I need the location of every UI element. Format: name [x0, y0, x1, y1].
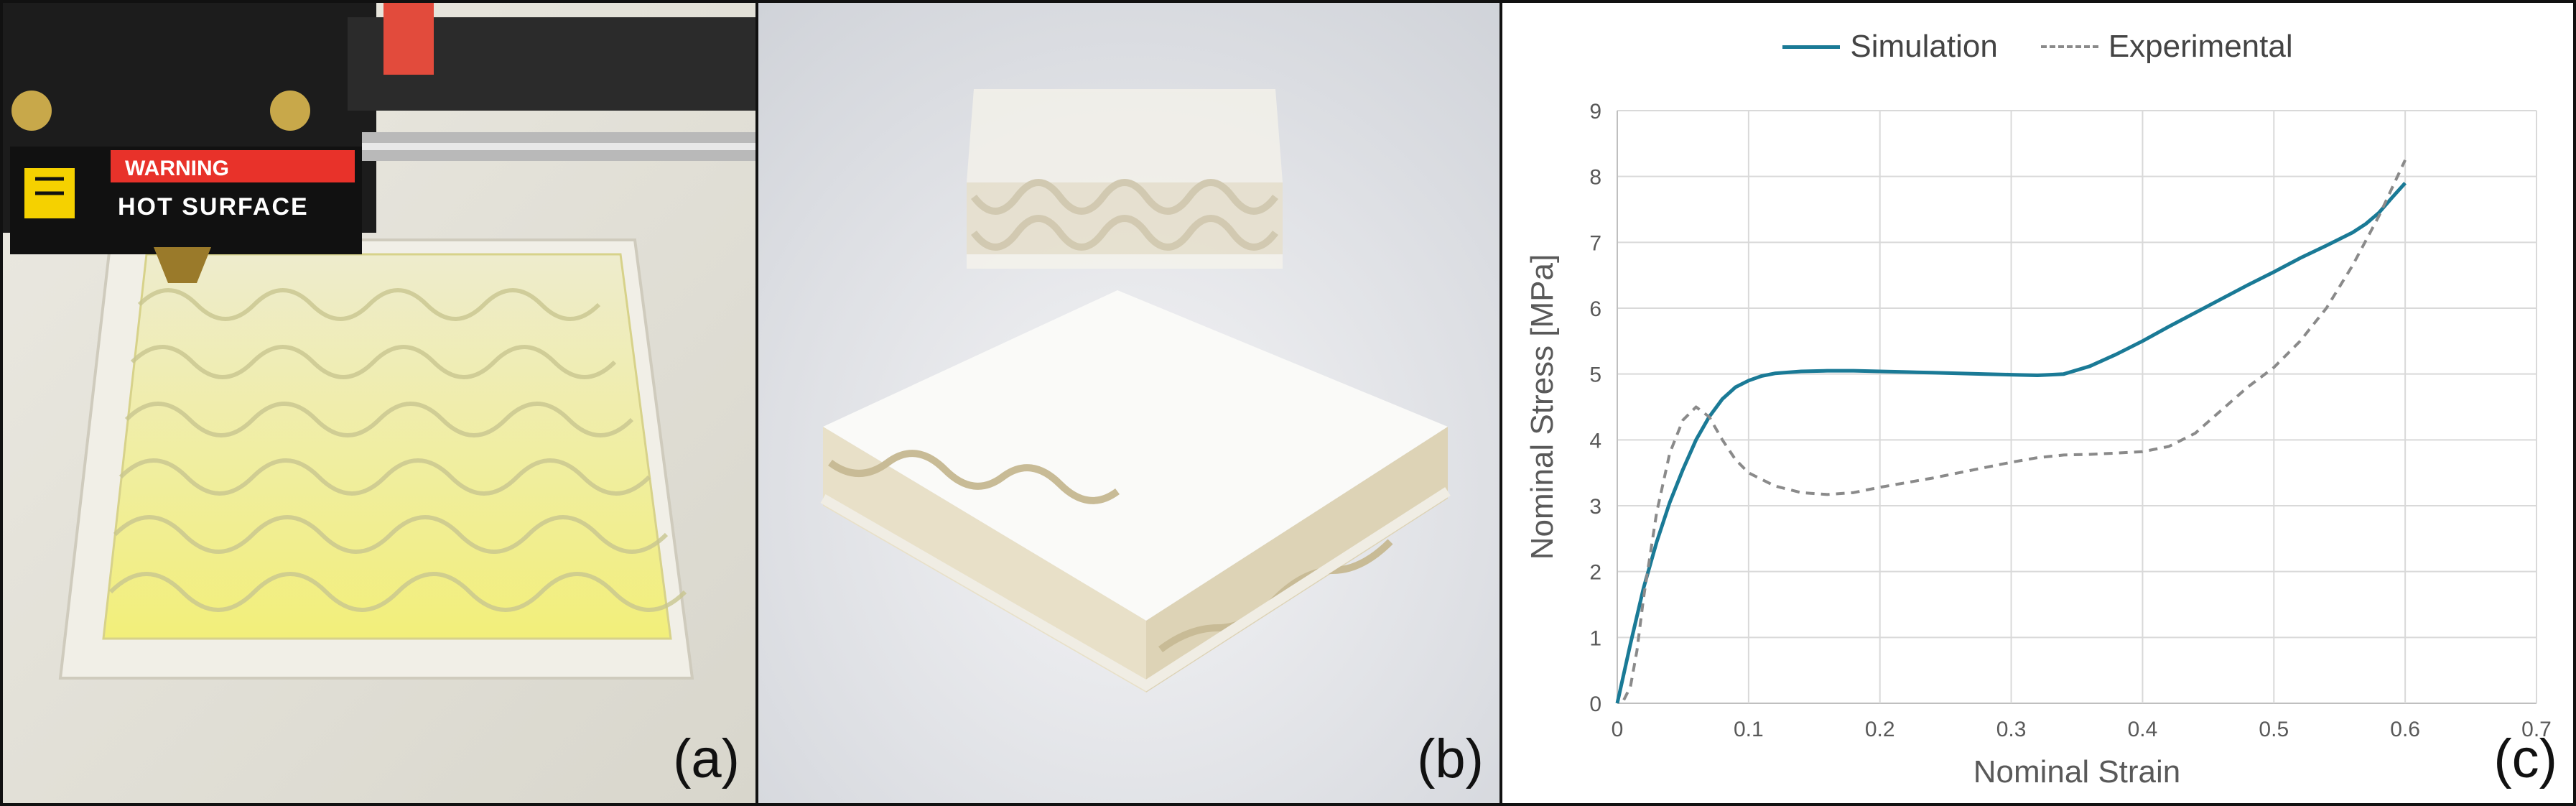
y-tick-label: 5 — [1589, 363, 1601, 387]
panel-label-a: (a) — [673, 728, 740, 789]
series-line-experimental — [1622, 159, 2407, 701]
chart-legend: Simulation Experimental — [1502, 29, 2573, 65]
sticker-hot-surface-text: HOT SURFACE — [118, 193, 309, 221]
legend-item-experimental: Experimental — [2040, 29, 2293, 65]
panel-label-b: (b) — [1417, 728, 1484, 789]
legend-swatch-experimental — [2040, 45, 2098, 48]
samples-photo-illustration — [758, 3, 1499, 803]
y-tick-label: 4 — [1589, 429, 1601, 453]
printed-lattice-part — [102, 253, 672, 640]
x-axis-label: Nominal Strain — [1973, 754, 2181, 789]
x-tick-label: 0.4 — [2128, 718, 2158, 741]
front-sample — [820, 290, 1451, 692]
panel-b-samples-photo: (b) — [755, 0, 1502, 806]
y-tick-label: 9 — [1589, 100, 1601, 124]
tick-labels: 0 1 2 3 4 5 6 7 8 9 0 0.1 0.2 0.3 0.4 0.5 0.6 0.7 — [1589, 100, 2552, 741]
legend-item-simulation: Simulation — [1782, 29, 1998, 65]
stress-strain-plot: 0 1 2 3 4 5 6 7 8 9 0 0.1 0.2 0.3 0.4 0.5 0.6 0.7 Nominal… — [1525, 100, 2552, 789]
y-tick-label: 7 — [1589, 231, 1601, 255]
panel-label-c: (c) — [2493, 728, 2557, 789]
x-tick-label: 0.5 — [2259, 718, 2289, 741]
y-tick-label: 2 — [1589, 561, 1601, 585]
x-tick-label: 0.1 — [1734, 718, 1764, 741]
grid-lines — [1617, 110, 2537, 704]
y-tick-label: 1 — [1589, 626, 1601, 650]
x-tick-label: 0.7 — [2521, 718, 2552, 741]
panel-a-printer-photo: WARNING HOT SURFACE (a) — [0, 0, 758, 806]
y-tick-label: 6 — [1589, 297, 1601, 321]
legend-swatch-simulation — [1782, 45, 1841, 49]
y-axis-label: Nominal Stress [MPa] — [1525, 254, 1560, 560]
x-tick-label: 0.2 — [1865, 718, 1895, 741]
x-tick-label: 0 — [1612, 718, 1624, 741]
y-tick-label: 8 — [1589, 166, 1601, 190]
panel-c-stress-strain-chart: Simulation Experimental 0 1 2 3 4 5 6 7 8 9 0 0.1 0.… — [1499, 0, 2576, 806]
x-tick-label: 0.3 — [1996, 718, 2027, 741]
x-tick-label: 0.6 — [2390, 718, 2420, 741]
legend-label-experimental: Experimental — [2108, 29, 2293, 64]
wavy-cell-pattern — [108, 288, 687, 612]
nozzle — [154, 247, 211, 283]
back-sample — [967, 89, 1283, 269]
y-tick-label: 3 — [1589, 495, 1601, 519]
series-lines — [1615, 159, 2407, 704]
series-line-simulation — [1615, 182, 2407, 704]
legend-label-simulation: Simulation — [1850, 29, 1998, 64]
y-tick-label: 0 — [1589, 692, 1601, 716]
sticker-warning-text: WARNING — [125, 157, 229, 180]
printer-photo-illustration: WARNING HOT SURFACE — [3, 3, 755, 803]
